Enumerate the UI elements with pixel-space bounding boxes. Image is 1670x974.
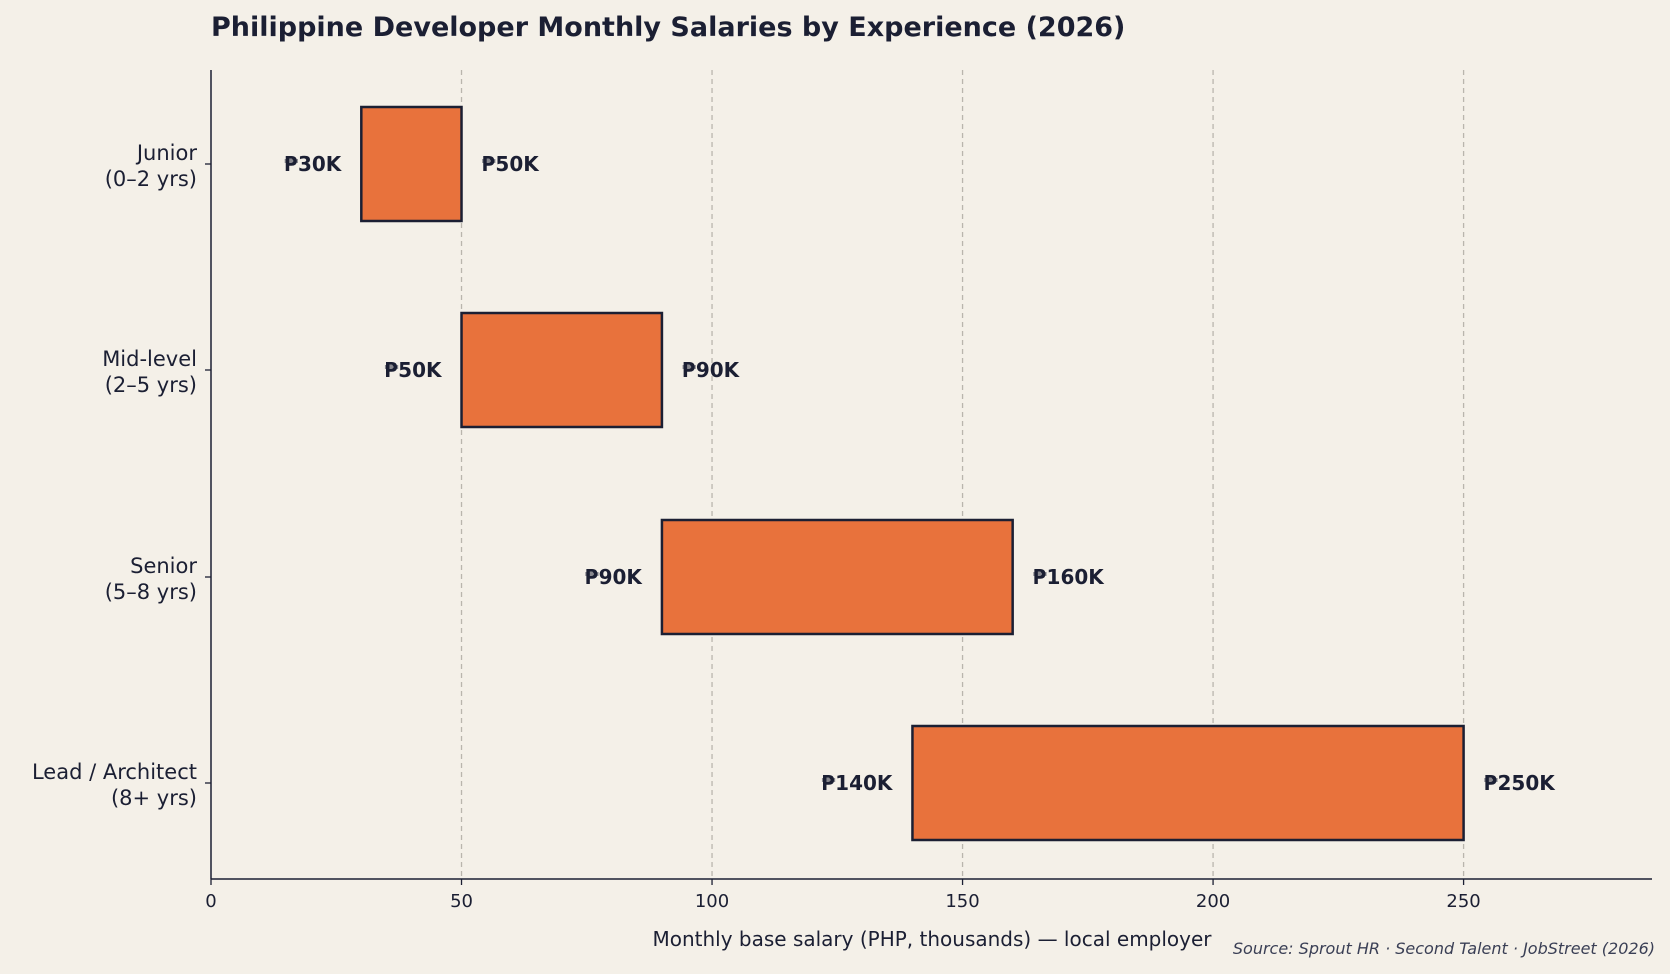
salary-range-bar <box>911 724 1465 842</box>
bar-max-label: ₱50K <box>482 152 541 176</box>
category-label-line: Senior <box>130 554 197 578</box>
category-label: Senior (5–8 yrs) <box>105 554 198 604</box>
x-tick-label: 150 <box>945 891 979 912</box>
x-tick-label: 200 <box>1196 891 1230 912</box>
salary-range-bar <box>360 105 463 223</box>
category-label-line: Lead / Architect <box>32 760 197 784</box>
x-tick-label: 250 <box>1446 891 1480 912</box>
category-label-line: (0–2 yrs) <box>105 167 197 191</box>
bar-max-label: ₱250K <box>1484 771 1557 795</box>
category-label-line: Mid-level <box>102 347 197 371</box>
category-label-line: Junior <box>135 141 197 165</box>
x-tick-label: 0 <box>205 891 216 912</box>
salary-range-bar <box>460 311 664 429</box>
bar-min-label: ₱90K <box>585 565 644 589</box>
bar-max-label: ₱160K <box>1033 565 1106 589</box>
bar-min-label: ₱140K <box>821 771 894 795</box>
category-label-line: (5–8 yrs) <box>105 580 197 604</box>
bar-max-label: ₱90K <box>682 358 741 382</box>
axis-layer <box>210 70 1652 880</box>
bar-layer: ₱30K ₱50K ₱50K ₱90K ₱90K ₱160K ₱140K ₱250K <box>284 105 1557 842</box>
category-label: Lead / Architect (8+ yrs) <box>32 760 197 810</box>
x-tick-label: 50 <box>450 891 473 912</box>
tick-layer: 0 50 100 150 200 250 <box>205 879 1481 912</box>
category-label: Junior (0–2 yrs) <box>105 141 198 191</box>
x-tick-label: 100 <box>695 891 729 912</box>
chart-title: Philippine Developer Monthly Salaries by… <box>211 12 1125 43</box>
source-note: Source: Sprout HR · Second Talent · JobS… <box>1233 939 1655 958</box>
category-label: Mid-level (2–5 yrs) <box>102 347 197 397</box>
category-layer: Junior (0–2 yrs)Mid-level (2–5 yrs)Senior(… <box>32 141 211 810</box>
bar-min-label: ₱30K <box>284 152 343 176</box>
salary-range-bar <box>660 518 1014 636</box>
x-axis-title: Monthly base salary (PHP, thousands) — l… <box>652 927 1212 951</box>
bar-min-label: ₱50K <box>384 358 443 382</box>
category-label-line: (8+ yrs) <box>111 786 197 810</box>
category-label-line: (2–5 yrs) <box>105 373 197 397</box>
